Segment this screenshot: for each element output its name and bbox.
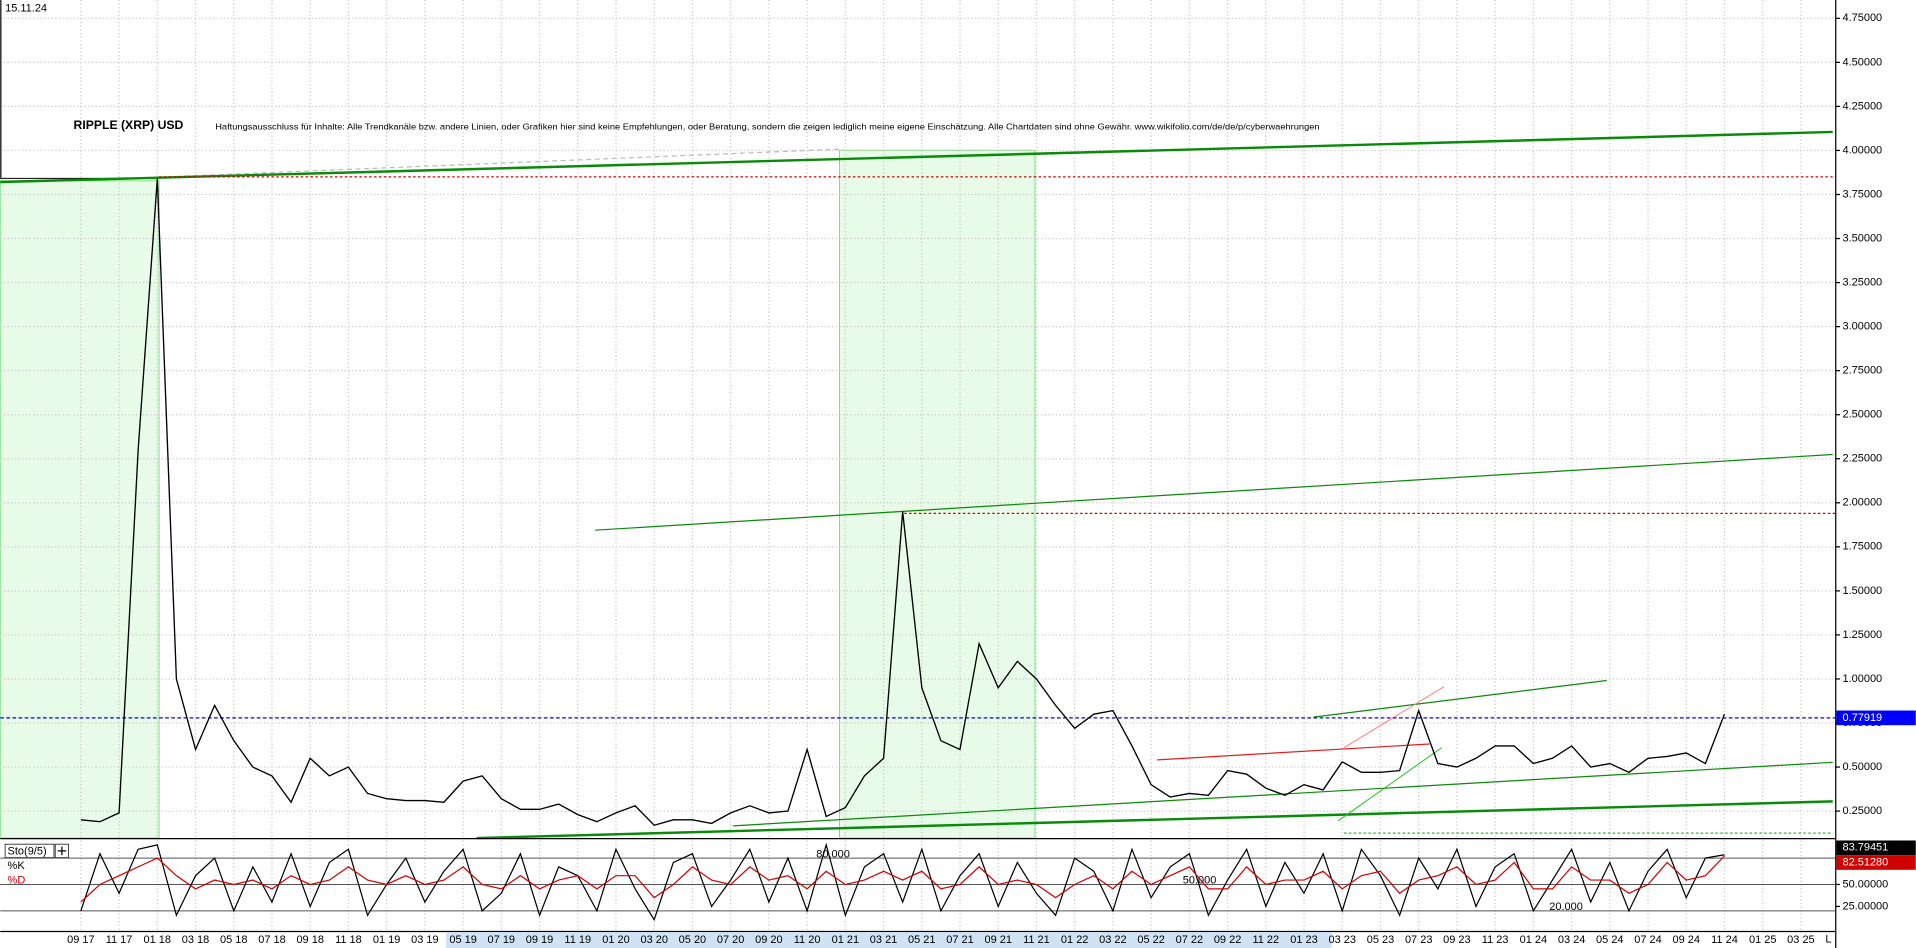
- x-tick-label: 07 20: [717, 934, 745, 946]
- current-value-label: 83.79451: [1842, 842, 1888, 854]
- price-line: [80, 178, 1726, 826]
- y-tick-label: 1.50000: [1842, 585, 1882, 597]
- trendline: [1157, 743, 1430, 761]
- scale-button[interactable]: L: [1825, 933, 1831, 945]
- indicator-title: Sto(9/5): [8, 845, 47, 857]
- x-tick-label: 05 24: [1596, 934, 1623, 946]
- y-tick-label: 1.25000: [1842, 629, 1882, 641]
- x-tick-label: 01 22: [1061, 934, 1089, 946]
- current-price-label: 0.77919: [1842, 712, 1882, 724]
- current-value-label: 82.51280: [1842, 856, 1888, 868]
- x-tick-label: 05 20: [679, 934, 707, 946]
- trendline: [1337, 747, 1443, 822]
- x-tick-label: 09 20: [755, 934, 783, 946]
- y-tick-label: 50.00000: [1842, 878, 1888, 890]
- legend-entry: %D: [8, 875, 26, 887]
- x-tick-label: 01 21: [832, 934, 860, 946]
- x-tick-label: 09 24: [1673, 934, 1700, 946]
- legend-entry: %K: [8, 860, 26, 872]
- x-tick-label: 01 20: [602, 934, 629, 946]
- y-tick-label: 25.00000: [1842, 900, 1888, 912]
- trendline: [0, 130, 1833, 184]
- level-label: 20.000: [1549, 901, 1583, 913]
- x-tick-label: 07 23: [1405, 934, 1432, 946]
- y-tick-label: 0.25000: [1842, 805, 1882, 817]
- x-tick-label: 11 24: [1711, 934, 1738, 946]
- y-tick-label: 2.00000: [1842, 497, 1882, 509]
- trendline: [476, 800, 1833, 840]
- level-label: 50.000: [1183, 875, 1217, 887]
- chart-subtitle: Haftungsausschluss für Inhalte: Alle Tre…: [215, 121, 1320, 131]
- x-tick-label: 07 18: [258, 934, 286, 946]
- x-tick-label: 07 22: [1176, 934, 1204, 946]
- y-tick-label: 1.00000: [1842, 673, 1882, 685]
- trendline: [1343, 686, 1445, 749]
- x-tick-label: 05 18: [220, 934, 247, 946]
- y-tick-label: 3.75000: [1842, 188, 1882, 200]
- x-tick-label: 05 23: [1367, 934, 1394, 946]
- x-tick-label: 07 19: [488, 934, 516, 946]
- current-value-box: [1836, 855, 1916, 870]
- trendline: [159, 148, 844, 178]
- y-tick-label: 4.50000: [1842, 56, 1882, 68]
- y-tick-label: 1.75000: [1842, 541, 1882, 553]
- x-tick-label: 07 21: [946, 934, 974, 946]
- x-tick-label: 11 17: [106, 934, 133, 946]
- x-tick-label: 01 19: [373, 934, 401, 946]
- x-tick-label: 01 25: [1749, 934, 1776, 946]
- x-tick-label: 11 20: [794, 934, 821, 946]
- x-tick-label: 09 21: [984, 934, 1012, 946]
- x-tick-label: 05 22: [1137, 934, 1165, 946]
- x-tick-label: 09 17: [67, 934, 95, 946]
- x-tick-label: 03 21: [870, 934, 898, 946]
- y-tick-label: 2.50000: [1842, 409, 1882, 421]
- highlight-zone: [0, 180, 160, 839]
- indicator-line: [80, 855, 1725, 903]
- y-tick-label: 4.25000: [1842, 100, 1882, 112]
- x-tick-label: 07 24: [1634, 934, 1661, 946]
- trendline: [595, 453, 1833, 531]
- x-tick-label: 09 18: [296, 934, 324, 946]
- trendline: [1313, 679, 1607, 718]
- y-tick-label: 2.75000: [1842, 365, 1882, 377]
- x-tick-label: 09 19: [526, 934, 554, 946]
- y-tick-label: 3.00000: [1842, 321, 1882, 333]
- x-tick-label: 03 25: [1787, 934, 1814, 946]
- chart-date: 15.11.24: [5, 2, 47, 14]
- x-tick-label: 11 22: [1252, 934, 1279, 946]
- x-axis-highlight: [446, 932, 1332, 948]
- x-tick-label: 01 18: [144, 934, 172, 946]
- y-tick-label: 2.25000: [1842, 453, 1882, 465]
- y-tick-label: 3.50000: [1842, 232, 1882, 244]
- x-tick-label: 11 21: [1023, 934, 1050, 946]
- level-label: 80.000: [816, 848, 850, 860]
- x-tick-label: 03 24: [1558, 934, 1586, 946]
- x-tick-label: 05 21: [908, 934, 936, 946]
- x-tick-label: 03 23: [1328, 934, 1355, 946]
- x-tick-label: 09 22: [1214, 934, 1242, 946]
- x-tick-label: 03 20: [640, 934, 668, 946]
- x-tick-label: 09 23: [1443, 934, 1470, 946]
- y-tick-label: 4.75000: [1842, 12, 1882, 24]
- y-tick-label: 4.00000: [1842, 144, 1882, 156]
- x-tick-label: 01 23: [1290, 934, 1317, 946]
- x-tick-label: 11 18: [335, 934, 362, 946]
- highlight-zone: [839, 149, 1036, 839]
- x-tick-label: 05 19: [449, 934, 477, 946]
- x-tick-label: 03 18: [182, 934, 210, 946]
- x-tick-label: 01 24: [1520, 934, 1548, 946]
- x-tick-label: 11 23: [1482, 934, 1509, 946]
- y-tick-label: 3.25000: [1842, 276, 1882, 288]
- chart-title: RIPPLE (XRP) USD: [74, 118, 184, 132]
- x-tick-label: 03 22: [1099, 934, 1127, 946]
- current-price-box: [1836, 710, 1916, 726]
- x-tick-label: 03 19: [411, 934, 439, 946]
- current-value-box: [1836, 840, 1916, 856]
- y-tick-label: 0.50000: [1842, 761, 1882, 773]
- x-tick-label: 11 19: [564, 934, 591, 946]
- grid: [0, 0, 1836, 931]
